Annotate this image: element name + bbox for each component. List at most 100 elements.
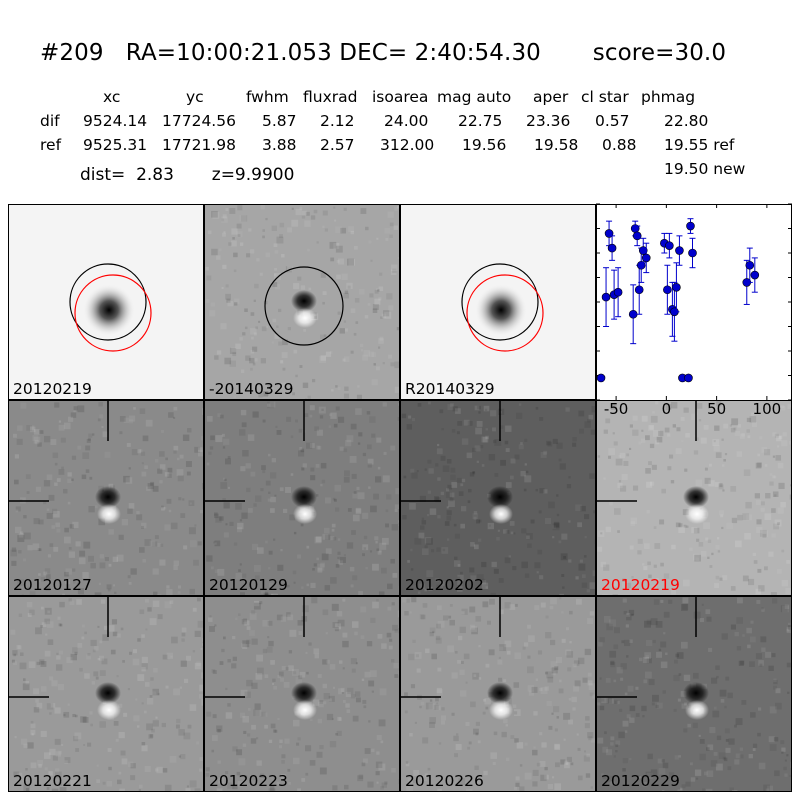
noise-texture [597,401,791,595]
ref-cl-star: 0.88 [602,136,637,154]
panel-label: R20140329 [405,380,495,398]
positive-residual [293,700,317,720]
panel-epoch-stamp: 20120127 [8,400,204,596]
data-point [632,231,642,241]
dif-xc: 9524.14 [83,112,148,130]
negative-residual [683,682,709,704]
positive-residual [97,504,121,524]
data-point [675,246,684,255]
negative-residual [291,486,317,508]
ref-aper: 19.58 [534,136,579,154]
noise-texture [10,597,203,791]
aperture-circle-black [264,266,344,346]
col-header-fluxrad: fluxrad [303,88,358,106]
negative-residual [487,682,513,704]
panel-label: -20140329 [209,380,294,398]
data-point [638,246,648,255]
dif-fwhm: 5.87 [262,112,297,130]
ref-phmag: 19.55 ref [664,136,735,154]
panel-label: 20120219 [601,576,680,594]
panel-diff-circle-stamp: -20140329 [204,204,400,400]
noise-texture [401,401,595,595]
panel-epoch-stamp: 20120229 [596,596,792,792]
noise-texture [205,205,399,399]
plot-frame [596,204,792,401]
panel-epoch-stamp: 20120221 [8,596,204,792]
negative-residual [95,682,121,704]
source-blob [475,284,527,336]
data-point [628,309,638,319]
x-tick-label: -50 [604,400,629,416]
data-point [607,243,617,253]
data-point [688,248,697,258]
light-curve-chart: 22.022.523.023.524.024.525.025.526.0-500… [596,203,792,416]
data-point [596,373,606,383]
x-tick-label: 100 [753,400,782,416]
col-header-yc: yc [186,88,204,106]
panel-ref-stamp-r: R20140329 [400,204,596,400]
dif-yc: 17724.56 [162,112,236,130]
panel-ref-stamp: 20120219 [8,204,204,400]
panel-epoch-stamp: 20120202 [400,400,596,596]
panel-label: 20120223 [209,772,288,790]
noise-texture [402,597,595,791]
dif-cl-star: 0.57 [595,112,630,130]
phmag-new: 19.50 new [664,160,746,178]
positive-residual [489,504,513,524]
page-title: #209 RA=10:00:21.053 DEC= 2:40:54.30 sco… [40,40,727,66]
dist-z-readout: dist= 2.83 z=9.9900 [80,165,295,185]
col-header-isoarea: isoarea [372,88,429,106]
ref-xc: 9525.31 [83,136,148,154]
col-header-cl-star: cl star [581,88,629,106]
data-point [601,292,611,302]
panel-label: 20120219 [13,380,92,398]
panel-label: 20120202 [405,576,484,594]
data-point [672,283,681,292]
data-point [665,241,674,250]
x-tick-label: 0 [662,400,672,416]
negative-residual [95,486,121,508]
panel-epoch-stamp: 20120226 [400,596,596,792]
data-point [641,253,651,263]
row-label-dif: dif [40,112,60,130]
row-label-ref: ref [40,136,62,154]
dif-fluxrad: 2.12 [320,112,355,130]
positive-residual [489,700,513,720]
dif-mag-auto: 22.75 [458,112,503,130]
noise-texture [206,401,399,595]
col-header-aper: aper [533,88,569,106]
col-header-fwhm: fwhm [246,88,289,106]
positive-residual [685,504,709,524]
panel-label: 20120221 [13,772,92,790]
data-point [750,270,760,280]
data-point [613,287,623,297]
dif-isoarea: 24.00 [384,112,429,130]
noise-texture [10,401,203,595]
source-blob [83,284,135,336]
dif-aper: 23.36 [526,112,571,130]
positive-residual [293,308,317,328]
positive-residual [685,700,709,720]
col-header-xc: xc [103,88,121,106]
panel-epoch-stamp: 20120223 [204,596,400,792]
data-point [663,285,672,295]
ref-fluxrad: 2.57 [320,136,355,154]
panel-label: 20120129 [209,576,288,594]
negative-residual [683,486,709,508]
panel-label: 20120229 [601,772,680,790]
panel-epoch-stamp: 20120129 [204,400,400,596]
positive-residual [293,504,317,524]
data-point [745,260,755,270]
col-header-phmag: phmag [641,88,696,106]
data-point [634,285,644,295]
aperture-circle-red [74,274,152,352]
aperture-circle-red [466,274,544,352]
panel-label: 20120127 [13,576,92,594]
ref-mag-auto: 19.56 [462,136,507,154]
x-tick-label: 50 [707,400,726,416]
ref-fwhm: 3.88 [262,136,297,154]
data-point [686,221,695,231]
positive-residual [97,700,121,720]
ref-isoarea: 312.00 [380,136,435,154]
negative-residual [487,486,513,508]
